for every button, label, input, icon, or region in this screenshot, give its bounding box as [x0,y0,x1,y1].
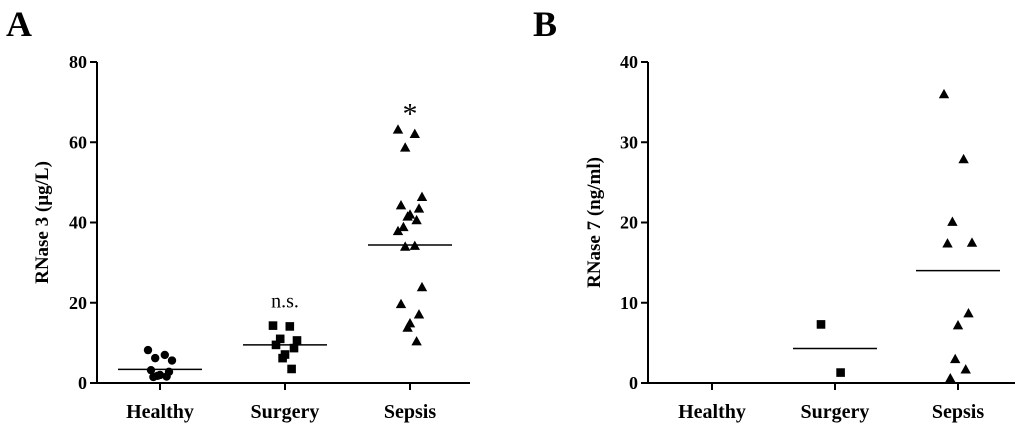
y-tick-label: 10 [620,293,638,313]
data-point [411,336,422,346]
x-tick-label: Surgery [251,401,320,423]
panel-b: B 0 10 20 30 40 RNase 7 (ng/ml) Healthy Surgery S… [533,4,1015,423]
data-point [268,321,278,330]
data-point [409,128,420,138]
data-point [285,322,295,331]
data-point [836,368,845,377]
x-tick-label: Healthy [678,401,746,423]
data-point [278,353,287,363]
data-point [945,372,956,383]
data-point [942,238,953,248]
y-axis-title: RNase 7 (ng/ml) [584,157,605,288]
data-point [392,124,404,134]
y-tick-label: 80 [69,52,87,72]
data-point [162,372,171,381]
significance-marker: * [403,97,418,130]
y-tick-label: 20 [69,293,87,313]
data-point [398,221,409,232]
data-point [400,142,411,152]
data-point [400,241,411,251]
panel-letter: B [533,4,557,44]
data-point [292,336,302,345]
data-point [287,364,296,374]
data-point [143,345,153,355]
data-point [416,191,428,201]
data-point [289,343,299,353]
data-point [413,309,425,319]
data-point [151,353,160,363]
y-tick-label: 0 [78,373,87,393]
data-point [938,88,950,99]
data-point [816,320,826,329]
y-tick-label: 30 [620,132,638,152]
y-tick-label: 60 [69,132,87,152]
data-point [411,214,422,225]
data-point [952,320,964,330]
data-point [416,281,428,292]
y-tick-label: 20 [620,213,638,233]
data-point [395,200,407,210]
data-point [950,353,961,364]
data-point [947,216,958,226]
y-axis-title: RNase 3 (µg/L) [32,161,53,284]
data-point [413,203,425,213]
x-tick-label: Healthy [126,401,194,423]
ns-label: n.s. [271,291,299,313]
y-tick-label: 40 [69,213,87,233]
x-tick-label: Surgery [801,401,870,423]
data-point [960,364,971,374]
data-point [392,225,404,236]
y-tick-label: 0 [629,373,638,393]
data-point [966,237,978,247]
data-point [963,307,974,318]
x-tick-label: Sepsis [384,401,436,423]
data-point [402,322,413,332]
data-point [275,334,285,344]
panel-a: A 0 20 40 60 80 RNase 3 (µg/L) Healthy Surgery Se… [6,4,470,423]
data-point [149,372,158,382]
data-point [167,356,177,365]
data-point [395,298,407,309]
panel-letter: A [6,4,32,44]
data-point [146,365,156,375]
data-point [160,350,169,360]
data-point [402,211,413,221]
data-point [958,153,969,164]
x-tick-label: Sepsis [932,401,984,423]
y-tick-label: 40 [620,52,638,72]
